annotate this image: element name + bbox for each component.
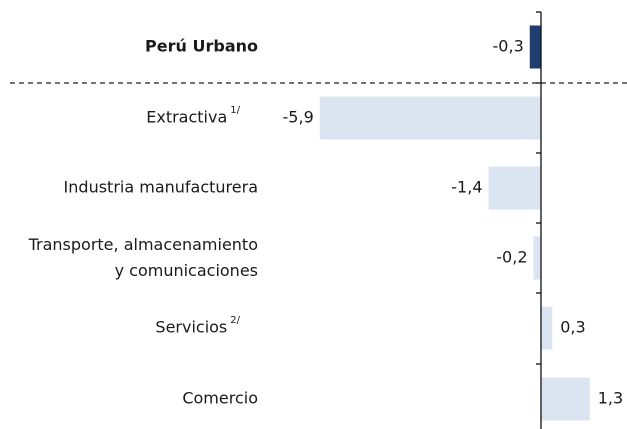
category-label: Comercio [182, 389, 258, 408]
bar [533, 236, 541, 280]
bar [529, 25, 541, 69]
value-label: -1,4 [451, 178, 482, 197]
category-label: Transporte, almacenamiento y comunicacion… [28, 235, 258, 280]
category-label: Industria manufacturera [64, 178, 258, 197]
category-label: Servicios 2/ [155, 315, 240, 337]
bar [319, 96, 541, 140]
bar [541, 306, 553, 350]
footnote-marker: 2/ [230, 315, 240, 326]
bar [488, 166, 541, 210]
value-label: 1,3 [598, 389, 623, 408]
value-label: -0,2 [496, 248, 527, 267]
value-label: -0,3 [493, 37, 524, 56]
footnote-marker: 1/ [230, 105, 240, 116]
value-label: 0,3 [560, 318, 585, 337]
bar [541, 377, 590, 421]
category-label: Perú Urbano [145, 37, 258, 56]
value-label: -5,9 [283, 108, 314, 127]
category-label: Extractiva 1/ [146, 105, 240, 127]
